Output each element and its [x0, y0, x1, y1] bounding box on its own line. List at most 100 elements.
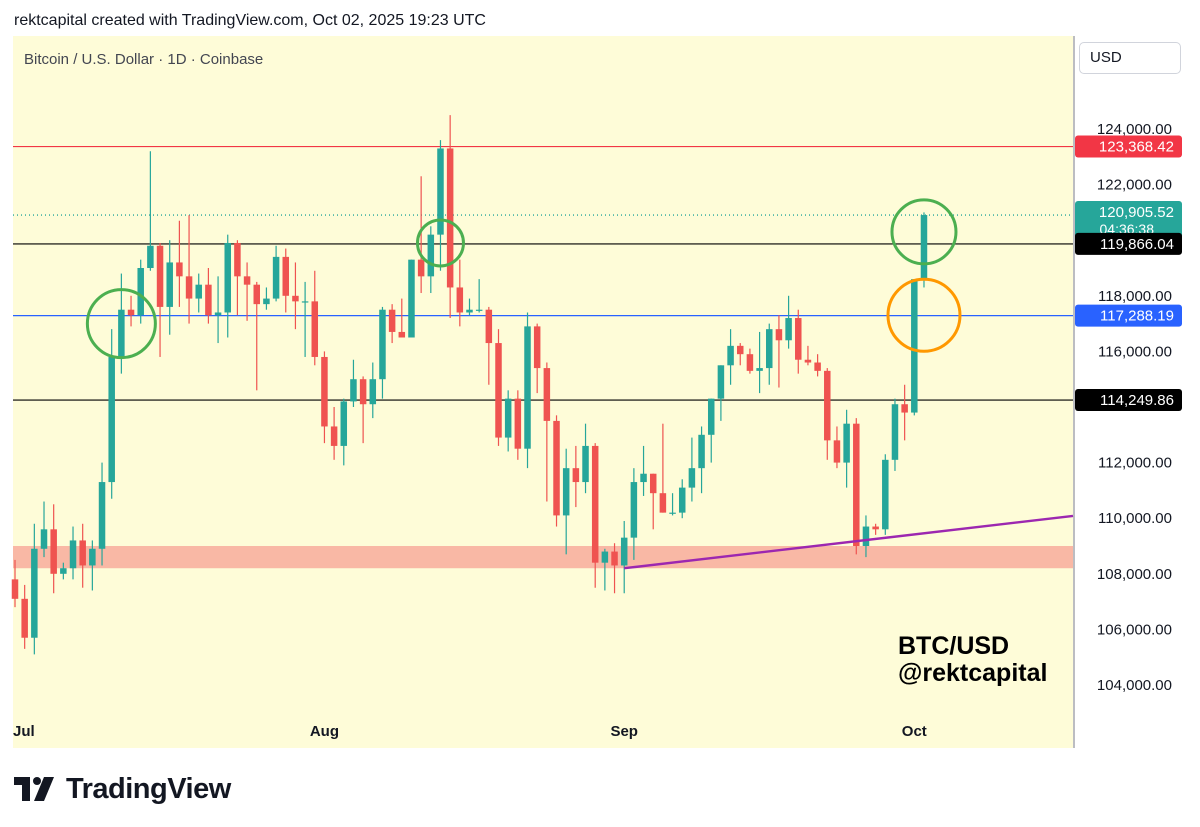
candle-body [224, 242, 231, 313]
candle-body [176, 262, 183, 277]
candle-body [649, 473, 657, 494]
tradingview-brand: TradingView [66, 772, 231, 805]
candle-body [553, 420, 560, 516]
y-tick-label: 118,000.00 [1098, 288, 1172, 305]
candle-body [301, 301, 309, 303]
candle-body [31, 548, 38, 638]
candle-body [891, 404, 899, 460]
candle-body [369, 379, 377, 405]
candle-body [398, 331, 406, 338]
currency-button[interactable]: USD [1079, 42, 1181, 74]
price-label: 120,905.52 [1099, 204, 1174, 221]
candle-body [205, 284, 212, 316]
candle-body [659, 493, 667, 513]
candle-body [475, 309, 483, 311]
price-label: 114,249.86 [1100, 392, 1174, 409]
candle-body [495, 343, 502, 438]
price-label-box [1075, 201, 1182, 240]
candle-body [321, 356, 328, 427]
chart-background [13, 36, 1073, 748]
candles-layer [11, 115, 928, 655]
horizontal-lines-layer [13, 145, 1073, 401]
y-tick-label: 122,000.00 [1097, 177, 1172, 194]
price-label: 123,368.42 [1099, 139, 1174, 156]
candle-body [243, 276, 251, 285]
candle-body [620, 537, 628, 566]
highlight-circle [415, 218, 465, 268]
candle-body [60, 568, 67, 574]
candle-body [466, 309, 473, 313]
highlight-circle [85, 288, 157, 360]
candle-body [582, 445, 589, 483]
candle-body [630, 482, 638, 538]
candle-body [437, 148, 444, 235]
candle-body [214, 312, 222, 316]
y-tick-label: 110,000.00 [1098, 510, 1172, 527]
candle-body [775, 329, 783, 341]
price-label: 119,866.04 [1100, 236, 1174, 253]
candle-body [543, 368, 551, 421]
candle-body [292, 295, 299, 302]
candle-body [379, 309, 386, 380]
candle-body [737, 345, 744, 355]
candle-body [504, 398, 512, 438]
candle-body [156, 245, 164, 307]
candle-body [766, 329, 773, 369]
candle-body [756, 368, 763, 371]
candle-body [524, 326, 531, 449]
candle-body [408, 259, 415, 338]
candle-body [253, 284, 260, 305]
price-label-box [1075, 389, 1182, 412]
candle-body [611, 551, 618, 566]
candle-body [147, 245, 154, 268]
candle-body [11, 579, 19, 599]
candle-body [234, 242, 241, 277]
y-tick-label: 108,000.00 [1097, 566, 1172, 583]
y-tick-label: 124,000.00 [1097, 121, 1172, 138]
price-chart[interactable]: 104,000.00 106,000.00 108,000.00 110,000.00… [0, 0, 1200, 760]
y-tick-label: 116,000.00 [1098, 343, 1172, 360]
candle-body [185, 276, 193, 299]
x-tick-label: Oct [902, 723, 927, 740]
candle-body [727, 345, 734, 366]
trendline-layer [624, 514, 1074, 570]
candle-body [514, 398, 522, 449]
candle-body [263, 298, 270, 305]
candle-body [50, 529, 57, 574]
candle-body [330, 426, 338, 446]
candle-body [688, 468, 696, 488]
candle-body [804, 359, 812, 363]
candle-body [601, 551, 609, 563]
watermark-line-1: BTC/USD [898, 632, 1009, 660]
candle-body [21, 598, 28, 638]
candle-body [127, 309, 135, 316]
candle-body [108, 356, 115, 483]
candle-body [40, 529, 48, 549]
symbol-label: Bitcoin / U.S. Dollar · 1D · Coinbase [24, 51, 263, 68]
candle-body [785, 318, 792, 341]
candle-body [814, 362, 821, 371]
candle-body [272, 256, 280, 299]
trendline [624, 514, 1074, 570]
highlight-circle [886, 277, 962, 353]
tradingview-footer: TradingView [14, 772, 231, 806]
x-tick-label: Aug [310, 723, 339, 740]
candle-body [920, 215, 928, 280]
y-tick-label: 106,000.00 [1097, 621, 1172, 638]
candle-body [446, 148, 454, 288]
candle-body [853, 423, 860, 546]
price-label-box [1075, 232, 1182, 255]
candle-body [166, 262, 173, 307]
y-axis-ticks: 104,000.00 106,000.00 108,000.00 110,000.00… [1097, 121, 1172, 694]
candle-body [901, 404, 908, 413]
candle-body [669, 512, 676, 514]
candle-body [456, 287, 464, 313]
x-axis-ticks: Jul Aug Sep Oct [13, 723, 927, 740]
candle-body [533, 326, 541, 369]
highlight-circle [890, 198, 958, 266]
x-tick-label: Sep [610, 723, 638, 740]
candle-body [69, 540, 77, 569]
support-zone [13, 546, 1073, 569]
candle-body [882, 459, 889, 530]
candle-body [572, 468, 580, 483]
